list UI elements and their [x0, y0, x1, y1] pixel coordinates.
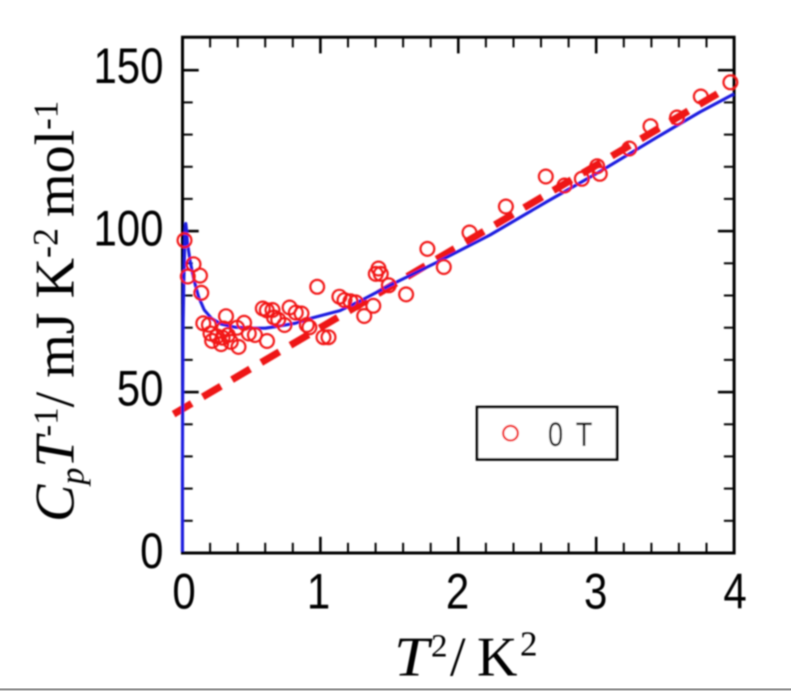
svg-text:1: 1 — [307, 563, 330, 619]
svg-text:T: T — [394, 626, 433, 688]
svg-text:2: 2 — [520, 625, 538, 664]
svg-text:0: 0 — [172, 563, 195, 619]
svg-text:3: 3 — [584, 563, 607, 619]
svg-text:100: 100 — [93, 200, 163, 256]
svg-text:0: 0 — [548, 415, 563, 454]
svg-text:4: 4 — [723, 563, 746, 619]
svg-text:50: 50 — [117, 360, 164, 416]
svg-text:K: K — [477, 627, 517, 689]
svg-text:2: 2 — [431, 629, 448, 665]
svg-text:/: / — [450, 627, 466, 689]
svg-text:0: 0 — [140, 522, 163, 578]
svg-text:T: T — [576, 415, 593, 454]
svg-text:2: 2 — [446, 563, 469, 619]
svg-text:150: 150 — [93, 38, 163, 94]
svg-text:CpT-1/ mJ K-2 mol-1: CpT-1/ mJ K-2 mol-1 — [25, 101, 92, 522]
